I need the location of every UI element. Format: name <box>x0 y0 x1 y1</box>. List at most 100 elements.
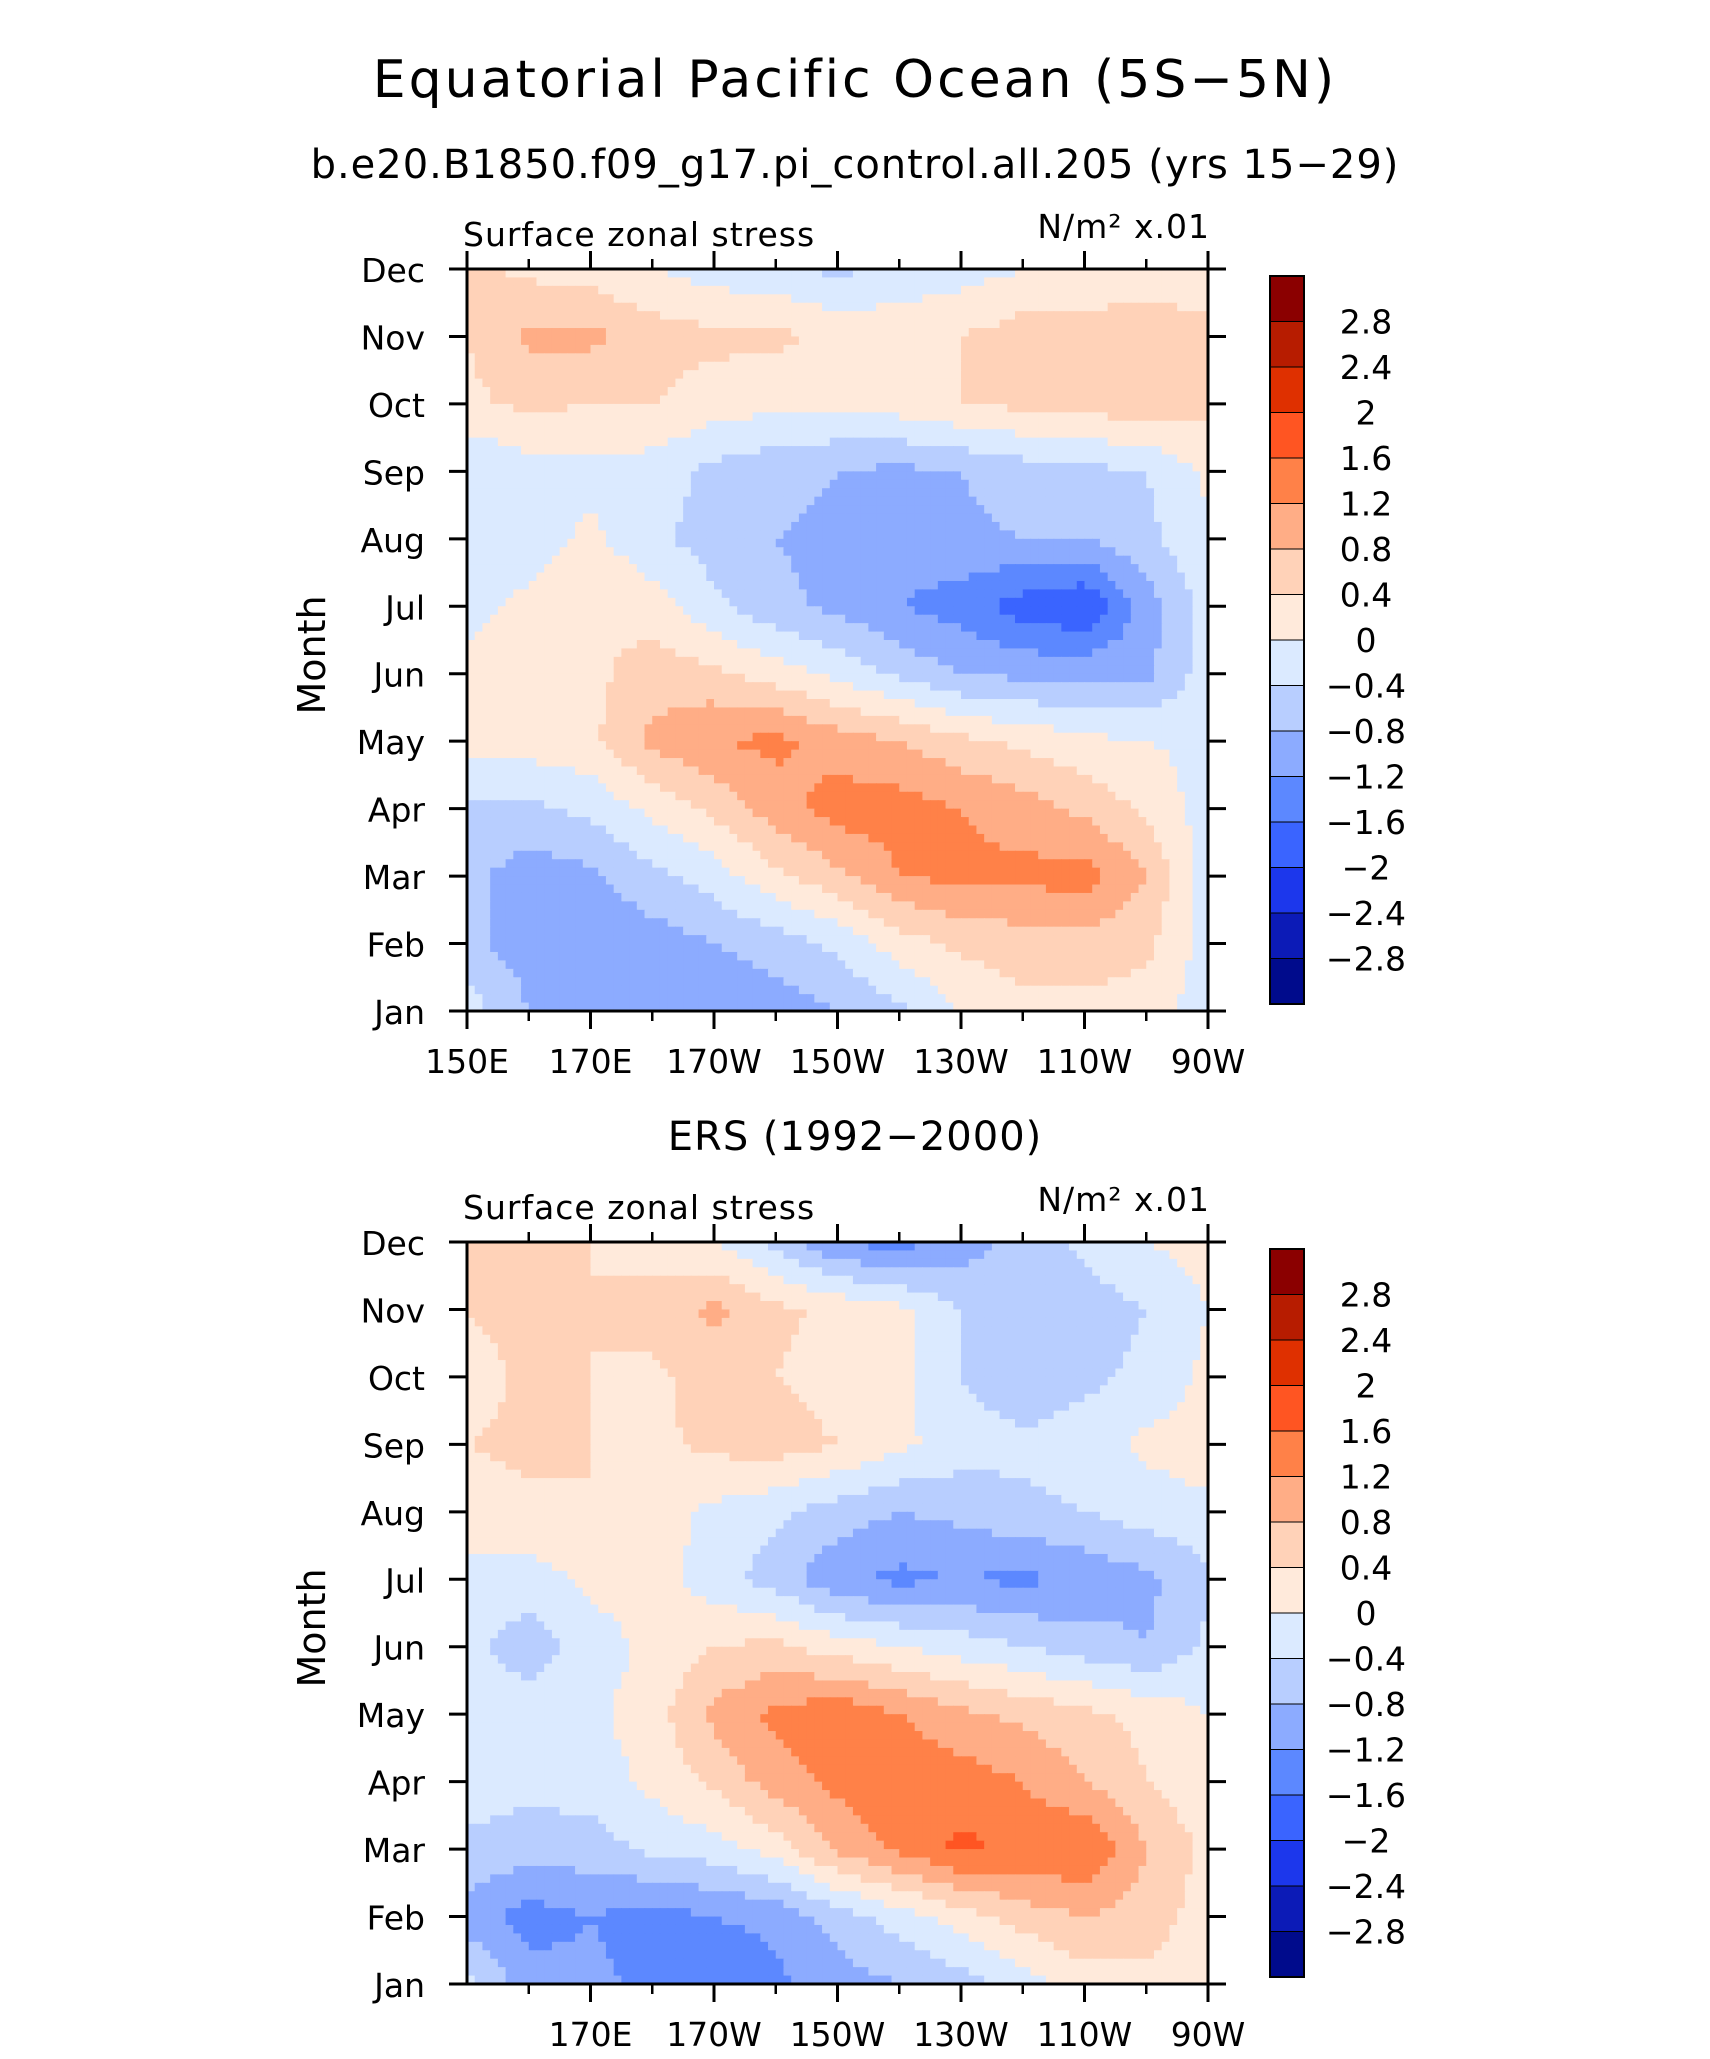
panel-1-title: b.e20.B1850.f09_g17.pi_control.all.205 (… <box>311 142 1400 188</box>
heatmap-cell <box>1053 564 1062 574</box>
heatmap-cell <box>544 665 553 675</box>
heatmap-cell <box>575 631 584 641</box>
heatmap-cell <box>737 623 746 633</box>
heatmap-cell <box>1084 564 1093 574</box>
heatmap-cell <box>937 606 947 616</box>
heatmap-cell <box>1123 580 1132 591</box>
heatmap-cell <box>852 387 862 397</box>
heatmap-cell <box>744 521 754 531</box>
heatmap-cell <box>1130 673 1140 683</box>
heatmap-cell <box>675 640 684 650</box>
heatmap-cell <box>1115 446 1124 456</box>
heatmap-cell <box>814 454 823 464</box>
heatmap-cell <box>806 302 815 312</box>
heatmap-cell <box>1092 319 1101 329</box>
heatmap-cell <box>991 277 1001 287</box>
heatmap-cell <box>729 370 738 380</box>
heatmap-cell <box>1192 277 1201 287</box>
heatmap-cell <box>914 277 924 287</box>
heatmap-cell <box>659 648 669 658</box>
heatmap-cell <box>521 294 530 304</box>
heatmap-cell <box>706 429 715 439</box>
heatmap-cell <box>1061 311 1070 321</box>
heatmap-cell <box>1015 496 1024 506</box>
heatmap-cell <box>937 437 947 447</box>
heatmap-cell <box>744 387 754 397</box>
heatmap-cell <box>1192 328 1201 338</box>
heatmap-cell <box>613 336 622 346</box>
heatmap-cell <box>714 370 723 380</box>
heatmap-cell <box>536 378 545 388</box>
heatmap-cell <box>521 673 530 683</box>
heatmap-cell <box>760 665 769 675</box>
heatmap-cell <box>976 395 985 405</box>
heatmap-cell <box>513 513 522 523</box>
heatmap-cell <box>621 285 630 295</box>
heatmap-cell <box>474 302 484 312</box>
heatmap-cell <box>883 319 893 329</box>
heatmap-cell <box>490 412 499 422</box>
heatmap-cell <box>1092 269 1101 279</box>
heatmap-cell <box>752 294 761 304</box>
heatmap-cell <box>513 505 522 515</box>
heatmap-cell <box>605 454 615 464</box>
heatmap-cell <box>467 513 476 523</box>
heatmap-cell <box>505 311 514 321</box>
heatmap-cell <box>1138 656 1147 666</box>
heatmap-cell <box>706 690 715 700</box>
heatmap-cell <box>899 656 908 666</box>
heatmap-cell <box>961 631 970 641</box>
heatmap-cell <box>714 336 723 346</box>
heatmap-cell <box>551 606 561 616</box>
heatmap-cell <box>598 631 607 641</box>
heatmap-cell <box>1084 682 1093 692</box>
heatmap-cell <box>1107 614 1116 624</box>
heatmap-cell <box>883 496 893 506</box>
heatmap-cell <box>1184 640 1194 650</box>
heatmap-cell <box>590 530 599 540</box>
heatmap-cell <box>706 513 715 523</box>
heatmap-cell <box>644 446 653 456</box>
heatmap-cell <box>937 446 947 456</box>
heatmap-cell <box>505 505 514 515</box>
heatmap-cell <box>737 505 746 515</box>
heatmap-cell <box>1069 530 1078 540</box>
heatmap-cell <box>1038 673 1047 683</box>
heatmap-cell <box>1015 699 1024 709</box>
heatmap-cell <box>883 294 893 304</box>
heatmap-cell <box>999 336 1008 346</box>
heatmap-cell <box>922 572 931 582</box>
heatmap-cell <box>1061 513 1070 523</box>
heatmap-cell <box>1030 521 1039 531</box>
heatmap-cell <box>860 521 869 531</box>
heatmap-cell <box>598 336 607 346</box>
heatmap-cell <box>798 614 808 624</box>
heatmap-cell <box>1146 648 1155 658</box>
heatmap-cell <box>1115 361 1124 371</box>
heatmap-cell <box>613 395 622 405</box>
heatmap-cell <box>513 690 522 700</box>
heatmap-cell <box>752 437 761 447</box>
heatmap-cell <box>729 328 738 338</box>
heatmap-cell <box>1153 673 1163 683</box>
heatmap-cell <box>930 344 939 354</box>
heatmap-cell <box>667 378 677 388</box>
heatmap-cell <box>582 269 592 279</box>
heatmap-cell <box>613 597 622 607</box>
heatmap-cell <box>536 580 545 591</box>
heatmap-cell <box>621 437 630 447</box>
heatmap-cell <box>482 479 491 489</box>
heatmap-cell <box>852 344 862 354</box>
heatmap-cell <box>605 589 615 599</box>
heatmap-cell <box>845 530 854 540</box>
heatmap-cell <box>775 269 785 279</box>
heatmap-cell <box>906 454 916 464</box>
heatmap-cell <box>729 656 738 666</box>
heatmap-cell <box>1015 446 1024 456</box>
heatmap-cell <box>544 462 553 472</box>
heatmap-cell <box>1177 319 1186 329</box>
heatmap-cell <box>1184 682 1194 692</box>
heatmap-cell <box>605 505 615 515</box>
heatmap-cell <box>721 530 731 540</box>
heatmap-cell <box>1169 564 1178 574</box>
